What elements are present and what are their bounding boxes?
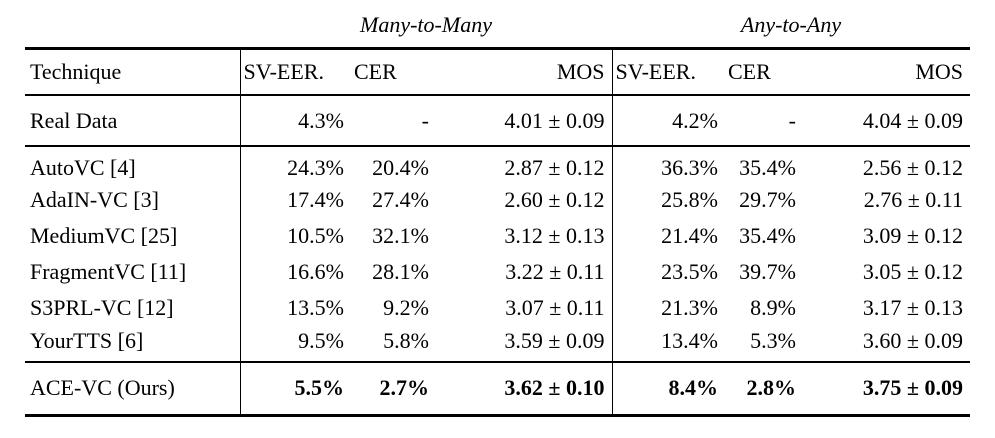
table-row-adain-vc: AdaIN-VC [3] 17.4% 27.4% 2.60 ± 0.12 25.… [25,182,970,218]
group-header-spacer [25,4,240,48]
group-header-any-to-any: Any-to-Any [740,12,842,38]
cell-m2m-cer: - [350,95,435,147]
col-header-technique: Technique [25,46,240,96]
group-header-many-to-many: Many-to-Many [360,12,492,38]
cell-a2a-cer: 2.8% [724,361,802,417]
table-row-ace-vc-ours: ACE-VC (Ours) 5.5% 2.7% 3.62 ± 0.10 8.4%… [25,361,970,417]
cell-a2a-mos: 3.75 ± 0.09 [802,361,970,417]
table-row-yourtts: YourTTS [6] 9.5% 5.8% 3.59 ± 0.09 13.4% … [25,326,970,362]
cell-a2a-sv-eer: 21.3% [611,290,724,326]
cell-m2m-sv-eer: 24.3% [239,146,350,182]
technique-cell: ACE-VC (Ours) [25,361,240,417]
cell-a2a-cer: 5.3% [750,327,796,353]
cell-m2m-sv-eer: 4.3% [239,95,350,147]
cell-a2a-cer: 35.4% [739,154,796,180]
cell-m2m-sv-eer: 9.5% [239,326,350,362]
technique-cell: FragmentVC [11] [30,259,187,284]
cell-a2a-mos: 2.56 ± 0.12 [862,154,963,180]
paper-table-container: Many-to-Many Any-to-Any Technique SV-EER… [25,4,970,417]
cell-m2m-cer: 9.2% [383,295,429,320]
cell-m2m-cer: 5.8% [383,327,429,353]
technique-cell: AutoVC [4] [30,154,136,180]
cell-m2m-mos: 3.62 ± 0.10 [435,361,612,417]
cell-m2m-cer: 20.4% [372,154,429,180]
col-header-a2a-sv-eer: SV-EER. [611,46,724,96]
cell-m2m-sv-eer: 17.4% [239,182,350,218]
cell-m2m-cer: 2.7% [350,361,435,417]
col-header-m2m-mos: MOS [435,46,612,96]
cell-a2a-mos: 3.09 ± 0.12 [862,223,963,248]
cell-a2a-sv-eer: 13.4% [611,326,724,362]
results-table: Many-to-Many Any-to-Any Technique SV-EER… [25,4,970,417]
cell-a2a-sv-eer: 8.4% [611,361,724,417]
cell-a2a-cer: - [724,95,802,147]
cell-m2m-sv-eer: 5.5% [239,361,350,417]
technique-cell: MediumVC [25] [30,223,178,248]
cell-m2m-mos: 4.01 ± 0.09 [435,95,612,147]
cell-a2a-sv-eer: 25.8% [611,182,724,218]
column-header-row: Technique SV-EER. CER MOS SV-EER. CER MO… [25,46,970,96]
cell-a2a-mos: 2.76 ± 0.11 [863,187,963,212]
technique-cell: YourTTS [6] [30,327,144,353]
cell-a2a-mos: 4.04 ± 0.09 [802,95,970,147]
col-header-m2m-cer: CER [350,46,435,96]
cell-m2m-sv-eer: 10.5% [239,218,350,254]
cell-a2a-sv-eer: 21.4% [611,218,724,254]
table-row-real-data: Real Data 4.3% - 4.01 ± 0.09 4.2% - 4.04… [25,95,970,147]
cell-a2a-cer: 29.7% [739,187,796,212]
table-row-mediumvc: MediumVC [25] 10.5% 32.1% 3.12 ± 0.13 21… [25,218,970,254]
cell-m2m-sv-eer: 13.5% [239,290,350,326]
cell-a2a-cer: 8.9% [750,295,796,320]
cell-a2a-mos: 3.60 ± 0.09 [862,327,963,353]
cell-a2a-cer: 35.4% [739,223,796,248]
cell-a2a-sv-eer: 23.5% [611,254,724,290]
cell-m2m-sv-eer: 16.6% [239,254,350,290]
cell-m2m-cer: 28.1% [372,259,429,284]
table-row-s3prl-vc: S3PRL-VC [12] 13.5% 9.2% 3.07 ± 0.11 21.… [25,290,970,326]
technique-cell: AdaIN-VC [3] [30,187,159,212]
technique-cell: Real Data [25,95,240,147]
col-header-m2m-sv-eer: SV-EER. [239,46,350,96]
cell-m2m-mos: 2.60 ± 0.12 [504,187,605,212]
cell-a2a-sv-eer: 4.2% [611,95,724,147]
cell-m2m-mos: 3.59 ± 0.09 [504,327,605,353]
cell-a2a-mos: 3.05 ± 0.12 [862,259,963,284]
cell-m2m-mos: 3.07 ± 0.11 [505,295,605,320]
col-header-a2a-mos: MOS [802,46,970,96]
cell-m2m-mos: 2.87 ± 0.12 [504,154,605,180]
cell-a2a-sv-eer: 36.3% [611,146,724,182]
cell-m2m-cer: 32.1% [372,223,429,248]
technique-cell: S3PRL-VC [12] [30,295,174,320]
cell-m2m-mos: 3.12 ± 0.13 [504,223,605,248]
cell-a2a-cer: 39.7% [739,259,796,284]
cell-m2m-cer: 27.4% [372,187,429,212]
group-header-row: Many-to-Many Any-to-Any [25,4,970,48]
table-row-autovc: AutoVC [4] 24.3% 20.4% 2.87 ± 0.12 36.3%… [25,146,970,182]
cell-m2m-mos: 3.22 ± 0.11 [505,259,605,284]
col-header-a2a-cer: CER [724,46,802,96]
table-row-fragmentvc: FragmentVC [11] 16.6% 28.1% 3.22 ± 0.11 … [25,254,970,290]
cell-a2a-mos: 3.17 ± 0.13 [862,295,963,320]
